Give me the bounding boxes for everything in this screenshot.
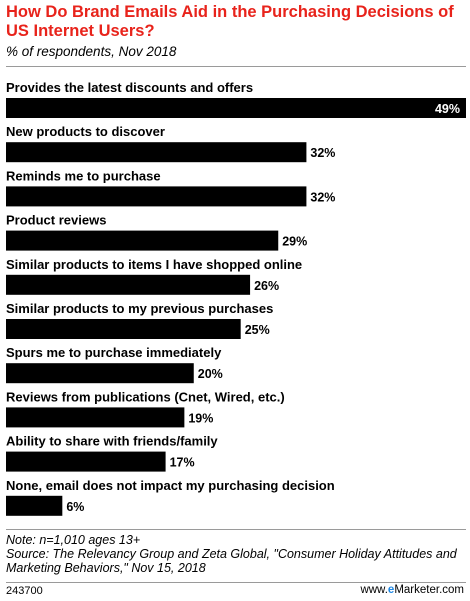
bar (6, 274, 251, 295)
value-label: 29% (282, 235, 307, 249)
bar (6, 407, 185, 428)
category-label: New products to discover (6, 124, 165, 139)
chart-subtitle: % of respondents, Nov 2018 (6, 44, 177, 59)
bar (6, 230, 279, 251)
category-label: Spurs me to purchase immediately (6, 345, 222, 360)
bar-chart: Provides the latest discounts and offers… (6, 80, 466, 516)
value-label: 25% (245, 323, 270, 337)
note-divider (6, 529, 466, 530)
bar (6, 451, 166, 472)
category-label: None, email does not impact my purchasin… (6, 478, 335, 493)
sample-note: Note: n=1,010 ages 13+ (6, 533, 141, 547)
chart-title: How Do Brand Emails Aid in the Purchasin… (6, 3, 454, 40)
bar (6, 186, 307, 207)
value-label: 26% (254, 279, 279, 293)
bar (6, 363, 194, 384)
source-note: Source: The Relevancy Group and Zeta Glo… (6, 547, 457, 575)
brand-mark: e (387, 584, 395, 596)
value-label: 32% (310, 190, 335, 204)
bar (6, 98, 466, 118)
value-label: 6% (66, 500, 84, 514)
brand-suffix: Marketer.com (394, 584, 464, 596)
category-label: Similar products to my previous purchase… (6, 301, 273, 316)
bar (6, 142, 307, 163)
value-label: 19% (188, 411, 213, 425)
emarketer-brand: www.eMarketer.com (360, 584, 464, 596)
bar (6, 319, 241, 339)
value-label: 32% (310, 146, 335, 160)
value-label: 20% (198, 367, 223, 381)
value-label: 17% (170, 456, 195, 470)
value-label: 49% (435, 102, 460, 116)
brand-prefix: www. (360, 584, 388, 596)
category-label: Provides the latest discounts and offers (6, 80, 253, 95)
top-divider (6, 66, 466, 67)
category-label: Product reviews (6, 213, 106, 228)
category-label: Ability to share with friends/family (6, 434, 218, 449)
category-label: Reminds me to purchase (6, 168, 161, 183)
chart-notes: Note: n=1,010 ages 13+ Source: The Relev… (6, 533, 466, 575)
footer-divider (6, 582, 466, 583)
category-label: Reviews from publications (Cnet, Wired, … (6, 389, 285, 404)
category-label: Similar products to items I have shopped… (6, 257, 302, 272)
bar (6, 495, 63, 516)
chart-id: 243700 (6, 585, 43, 597)
